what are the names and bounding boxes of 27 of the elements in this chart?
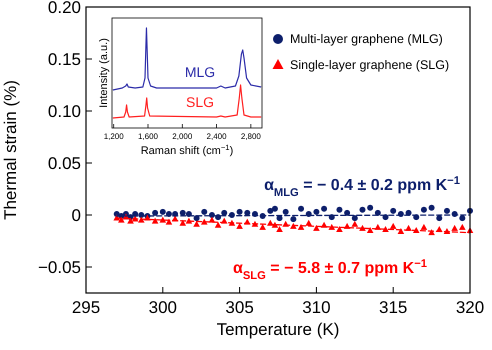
annotation: α$_{MLG}$ = − 0.4 ± 0.2 ppm K$^{−1}$ (264, 175, 460, 199)
x-tick-label: 300 (148, 298, 177, 317)
series-label: SLG (186, 94, 214, 110)
x-tick-label: 305 (225, 298, 254, 317)
x-tick-label: 2,000 (172, 132, 193, 141)
x-tick-label: 1,600 (138, 132, 159, 141)
series-label: MLG (184, 64, 216, 80)
y-axis-title: Intensity (a.u.) (98, 38, 110, 108)
y-tick-label: 0.05 (48, 154, 81, 173)
x-tick-label: 315 (379, 298, 408, 317)
x-tick-label: 2,800 (240, 132, 262, 141)
y-tick-label: 0 (72, 206, 81, 225)
x-axis-title: Raman shift (cm$^{−1}$) (140, 142, 234, 157)
x-tick-label: 2,400 (206, 132, 228, 141)
y-axis-title: Thermal strain (%) (1, 80, 20, 220)
x-axis-title: Temperature (K) (216, 320, 340, 339)
x-tick-label: 1,200 (104, 132, 124, 141)
x-tick-label: 295 (72, 298, 100, 317)
x-tick-label: 310 (302, 298, 331, 317)
y-tick-label: 0.15 (48, 50, 81, 69)
legend-label: Multi-layer graphene (MLG) (290, 32, 443, 46)
x-tick-label: 320 (456, 298, 484, 317)
y-tick-label: 0.10 (48, 102, 81, 121)
legend-label: Single-layer graphene (SLG) (290, 58, 450, 72)
y-tick-label: −0.05 (38, 258, 81, 277)
annotation: α$_{SLG}$ = − 5.8 ± 0.7 ppm K$^{−1}$ (232, 258, 428, 282)
y-tick-label: 0.20 (48, 0, 81, 17)
